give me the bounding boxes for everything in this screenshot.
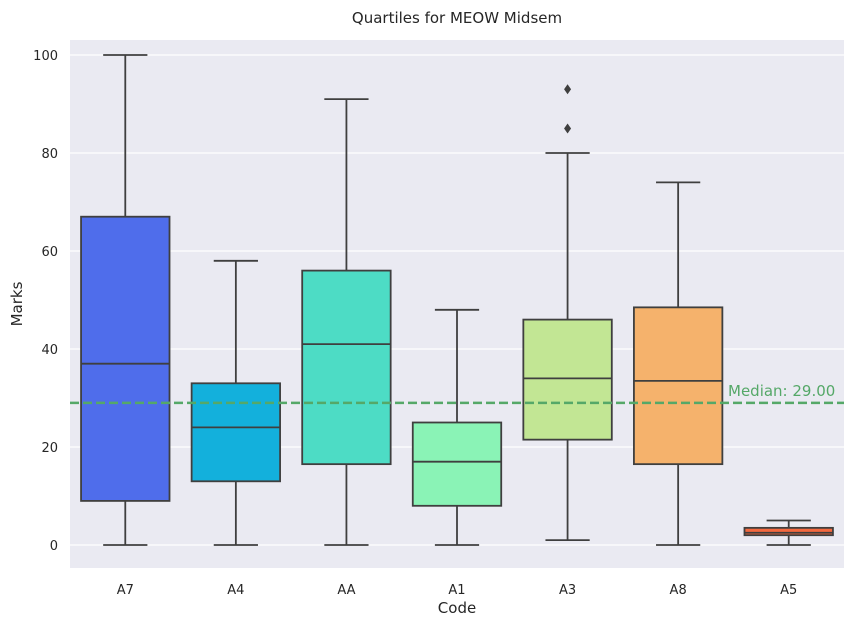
boxes-layer xyxy=(80,54,834,546)
x-tick-label-a1: A1 xyxy=(448,583,465,598)
box-group-a3 xyxy=(522,84,613,541)
y-tick-label-40: 40 xyxy=(41,343,58,358)
y-tick-label-80: 80 xyxy=(41,147,58,162)
outlier-point-1 xyxy=(564,84,572,95)
box-iqr xyxy=(80,215,171,502)
y-axis-title: Marks xyxy=(8,281,26,326)
box-group-a5 xyxy=(743,519,834,546)
y-tick-label-0: 0 xyxy=(50,539,58,554)
box-group-aa xyxy=(301,98,392,546)
reference-line-layer: Median: 29.00 xyxy=(70,382,844,405)
x-tick-label-a3: A3 xyxy=(559,583,576,598)
y-tick-labels: 0 20 40 60 80 100 xyxy=(33,49,58,554)
box-group-a7 xyxy=(80,54,171,546)
x-tick-label-aa: AA xyxy=(337,583,355,598)
box-iqr xyxy=(190,382,281,483)
box-iqr xyxy=(301,269,392,466)
y-tick-label-20: 20 xyxy=(41,441,58,456)
outlier-point-0 xyxy=(564,123,572,134)
box-iqr xyxy=(522,318,613,441)
box-group-a4 xyxy=(190,259,281,546)
x-axis-title: Code xyxy=(438,599,476,617)
box-iqr xyxy=(743,526,834,537)
x-tick-label-a4: A4 xyxy=(227,583,244,598)
box-iqr xyxy=(633,306,724,466)
x-tick-label-a7: A7 xyxy=(117,583,134,598)
x-tick-labels: A7 A4 AA A1 A3 A8 A5 xyxy=(117,583,798,598)
y-tick-label-100: 100 xyxy=(33,49,58,64)
chart-title: Quartiles for MEOW Midsem xyxy=(352,9,562,27)
x-tick-label-a8: A8 xyxy=(670,583,687,598)
box-iqr xyxy=(411,421,503,507)
y-tick-label-60: 60 xyxy=(41,245,58,260)
x-tick-label-a5: A5 xyxy=(780,583,797,598)
median-reference-label: Median: 29.00 xyxy=(728,382,835,400)
box-group-a8 xyxy=(633,181,724,546)
box-group-a1 xyxy=(411,308,503,546)
